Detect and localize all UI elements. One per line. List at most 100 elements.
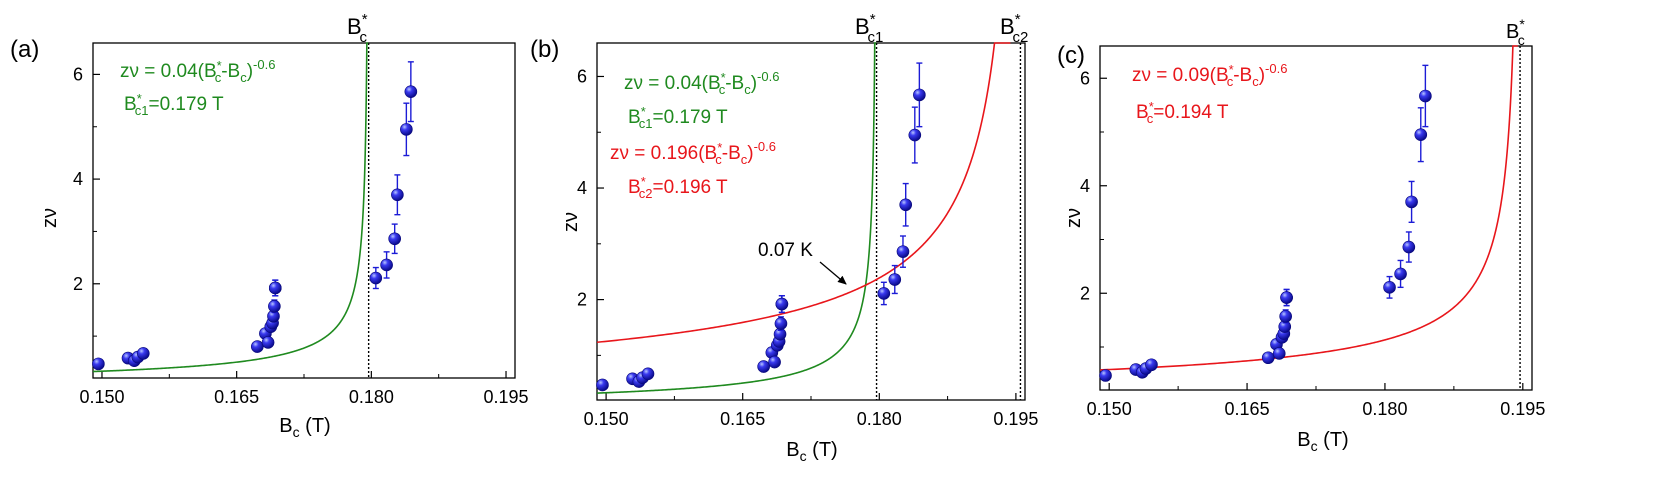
x-tick-label: 0.150: [79, 387, 124, 407]
data-point: [1272, 347, 1286, 360]
data-point: [261, 336, 275, 349]
critical-field-c2: B* c2=0.196 T: [628, 174, 728, 201]
data-point: [757, 360, 770, 373]
y-axis-label: zν: [1063, 208, 1085, 228]
data-point: [913, 88, 926, 102]
y-tick-label: 2: [1080, 283, 1090, 303]
data-point: [596, 378, 609, 392]
data-point: [391, 188, 404, 202]
panel-c: (c) 0.150 0.165 0.180 0.195 2 4 6 B* c zν = 0.…: [1057, 16, 1545, 454]
data-points: [92, 61, 418, 371]
panel-a: (a) 0.150 0.165 0.180 0.195 2 4 6 B* c zν = 0.…: [10, 11, 529, 440]
x-axis-label: Bc (T): [786, 439, 837, 464]
data-point: [388, 232, 401, 246]
data-point: [1383, 281, 1396, 294]
data-point: [380, 258, 393, 272]
x-tick-label: 0.195: [1500, 399, 1545, 419]
x-tick-label: 0.165: [720, 409, 765, 429]
data-point: [268, 299, 281, 313]
data-point: [136, 347, 150, 360]
fit-equation: zν = 0.09(B* c-Bc)-0.6: [1132, 61, 1287, 89]
data-point: [369, 271, 383, 285]
temperature-label: 0.07 K: [758, 240, 813, 261]
critical-field-value: B* c=0.194 T: [1136, 99, 1229, 126]
fit-equation-green: zν = 0.04(B* c-Bc)-0.6: [624, 69, 779, 97]
y-tick-label: 6: [1080, 68, 1090, 88]
data-point: [775, 297, 789, 311]
data-point: [888, 273, 902, 286]
data-point: [1419, 89, 1432, 103]
x-tick-label: 0.195: [483, 387, 528, 407]
vline-label-c2: B* c2: [1000, 11, 1028, 46]
panel-b: (b) 0.150 0.165 0.180 0.195 2 4 6 B* c1 B* c2 z…: [530, 11, 1038, 464]
y-tick-label: 6: [577, 66, 587, 86]
fit-equation: zν = 0.04(B* c-Bc)-0.6: [120, 57, 275, 85]
data-point: [1099, 369, 1112, 382]
y-tick-label: 4: [577, 178, 587, 198]
x-ticks: 0.150 0.165 0.180 0.195: [1087, 383, 1545, 419]
fit-curve: [1099, 45, 1518, 371]
vline-label: B* c: [347, 11, 368, 46]
fit-curves: [92, 42, 369, 373]
data-point: [268, 281, 282, 295]
annotation-arrow: [819, 261, 847, 285]
y-tick-label: 6: [73, 64, 83, 84]
vline-label-c1: B* c1: [855, 11, 883, 46]
y-ticks: 2 4 6: [1080, 68, 1107, 348]
data-point: [1394, 267, 1407, 281]
x-tick-label: 0.150: [1087, 399, 1132, 419]
data-point: [899, 198, 913, 212]
fit-curves: [1099, 45, 1518, 371]
y-tick-label: 4: [1080, 176, 1090, 196]
x-axis-label: Bc (T): [1297, 429, 1348, 454]
x-ticks: 0.150 0.165 0.180 0.195: [584, 393, 1038, 429]
data-point: [1261, 351, 1275, 365]
data-point: [404, 85, 418, 98]
data-point: [1279, 310, 1292, 323]
data-point: [92, 357, 105, 371]
vline-label: B* c: [1506, 16, 1525, 48]
x-tick-label: 0.195: [993, 409, 1038, 429]
data-point: [1145, 358, 1158, 372]
fit-equation-red: zν = 0.196(B* c-Bc)-0.6: [610, 139, 776, 167]
data-point: [1405, 195, 1418, 209]
x-tick-label: 0.150: [584, 409, 629, 429]
y-tick-label: 2: [73, 274, 83, 294]
data-point: [251, 340, 264, 353]
critical-field-value: B* c1=0.179 T: [124, 91, 224, 118]
data-point: [641, 367, 655, 381]
y-axis-label: zν: [560, 212, 582, 232]
fit-curve: [92, 42, 369, 373]
fit-curves: [596, 42, 1011, 394]
y-ticks: 2 4 6: [73, 64, 100, 337]
data-point: [774, 317, 788, 330]
plot-frame: [596, 42, 1026, 401]
y-ticks: 2 4 6: [577, 66, 604, 356]
x-tick-label: 0.180: [857, 409, 902, 429]
data-point: [400, 123, 413, 136]
y-tick-label: 4: [73, 169, 83, 189]
fit-curve: [596, 42, 877, 394]
data-point: [896, 245, 910, 258]
critical-lines: [875, 43, 1022, 400]
panel-label: (a): [10, 36, 39, 63]
data-point: [1414, 128, 1428, 141]
x-axis-label: Bc (T): [279, 415, 330, 440]
x-tick-label: 0.165: [1225, 399, 1270, 419]
plot-frame: [1099, 45, 1533, 391]
x-tick-label: 0.165: [214, 387, 259, 407]
x-tick-label: 0.180: [349, 387, 394, 407]
y-axis-label: zν: [39, 208, 61, 228]
data-points: [596, 62, 926, 392]
data-points: [1099, 64, 1432, 382]
x-ticks: 0.150 0.165 0.180 0.195: [79, 371, 529, 407]
panel-label: (c): [1057, 42, 1085, 69]
panel-label: (b): [530, 36, 559, 63]
data-point: [1280, 291, 1293, 304]
data-point: [768, 355, 781, 369]
fit-curve: [596, 42, 1011, 344]
data-point: [877, 287, 891, 300]
critical-field-c1: B* c1=0.179 T: [628, 104, 728, 131]
data-point: [908, 128, 922, 142]
